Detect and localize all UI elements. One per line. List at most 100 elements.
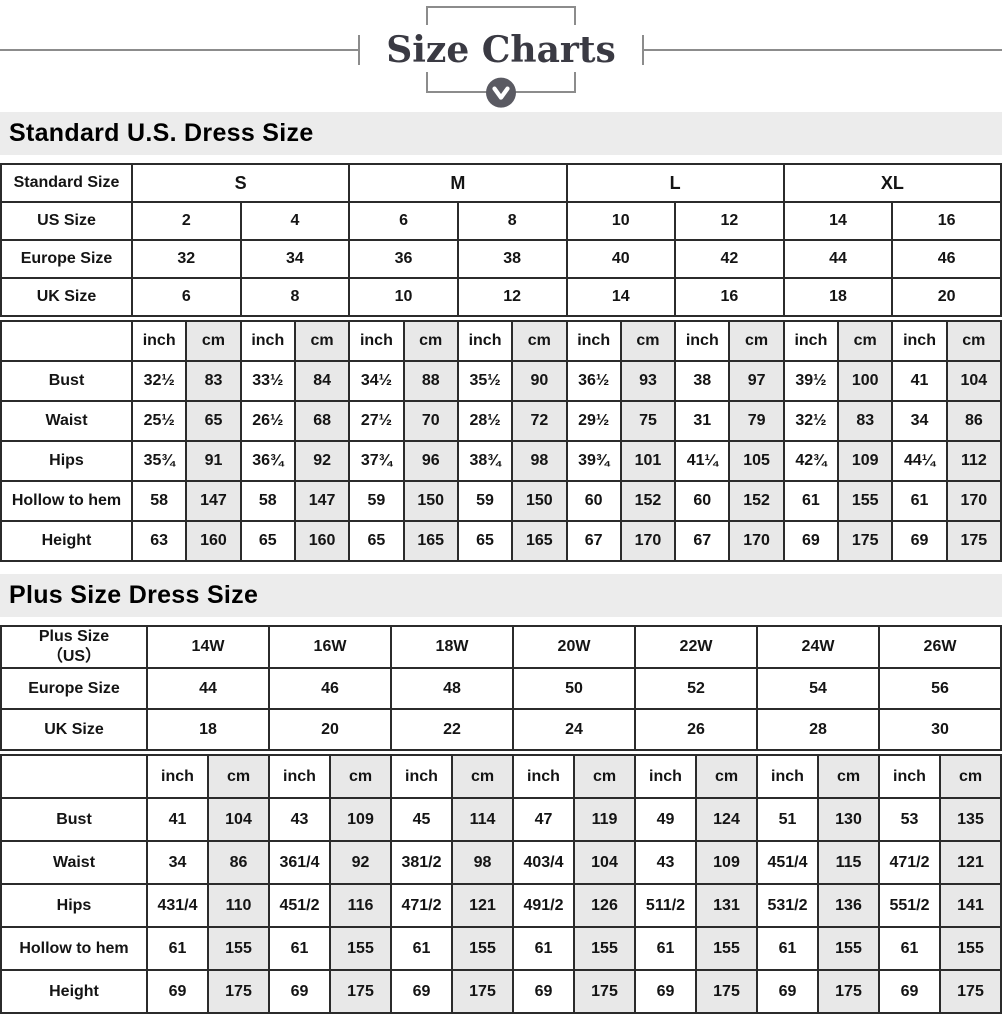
measure-value-cell: 61 — [756, 926, 819, 971]
measure-value-cell: 124 — [695, 797, 758, 842]
size-value-cell: 16 — [891, 201, 1002, 241]
measure-value-cell: 175 — [837, 520, 894, 562]
units-row: inch cm inch cm inch cm inch cm inch cm inch cm inch… — [0, 320, 1002, 362]
measure-value-cell: 155 — [207, 926, 270, 971]
measure-value-cell: 381/2 — [390, 840, 453, 885]
unit-inch-cell: inch — [130, 320, 188, 362]
bottom-bracket-decoration — [426, 72, 576, 108]
measure-value-cell: 155 — [695, 926, 758, 971]
standard-size-heading: Standard U.S. Dress Size — [0, 112, 1002, 155]
measure-value-cell: 471/2 — [390, 883, 453, 928]
size-group-cell: 18W — [390, 625, 514, 669]
left-rule-end-bar — [358, 35, 361, 65]
size-group-cell: 24W — [756, 625, 880, 669]
measure-value-cell: 451/4 — [756, 840, 819, 885]
measure-value-cell: 59 — [456, 480, 514, 522]
size-value-cell: 14 — [782, 201, 894, 241]
standard-size-section: Standard U.S. Dress Size Standard Size S M… — [0, 112, 1002, 562]
measure-value-cell: 32½ — [130, 360, 188, 402]
hollow-to-hem-row: Hollow to hem 61 155 61 155 61 155 61 155 61 155 61… — [0, 926, 1002, 971]
row-label: Bust — [0, 797, 148, 842]
size-value-cell: 46 — [268, 667, 392, 710]
unit-cm-cell: cm — [451, 754, 514, 799]
measure-value-cell: 170 — [728, 520, 785, 562]
measure-value-cell: 51 — [756, 797, 819, 842]
measure-value-cell: 471/2 — [878, 840, 941, 885]
measure-value-cell: 104 — [945, 360, 1002, 402]
size-group-cell: 22W — [634, 625, 758, 669]
size-value-cell: 14 — [565, 277, 677, 317]
unit-cm-cell: cm — [939, 754, 1002, 799]
row-label: Hollow to hem — [0, 926, 148, 971]
measure-value-cell: 155 — [329, 926, 392, 971]
measure-value-cell: 86 — [945, 400, 1002, 442]
bust-row: Bust 32½ 83 33½ 84 34½ 88 35½ 90 36½ 93 38 97 39½ 100 4… — [0, 360, 1002, 402]
measure-value-cell: 511/2 — [634, 883, 697, 928]
measure-value-cell: 96 — [402, 440, 459, 482]
measure-value-cell: 39½ — [782, 360, 840, 402]
size-value-cell: 8 — [239, 277, 351, 317]
size-value-cell: 38 — [456, 239, 568, 279]
measure-value-cell: 26½ — [239, 400, 296, 442]
size-value-cell: 20 — [891, 277, 1002, 317]
measure-value-cell: 61 — [782, 480, 840, 522]
unit-inch-cell: inch — [239, 320, 296, 362]
size-value-cell: 20 — [268, 708, 392, 751]
measure-value-cell: 69 — [390, 969, 453, 1014]
row-label: Bust — [0, 360, 133, 402]
standard-size-table-measurements: inch cm inch cm inch cm inch cm inch cm inch cm inch… — [0, 320, 1002, 562]
top-bracket-decoration — [426, 6, 576, 25]
size-charts-header: Size Charts — [0, 0, 1002, 112]
measure-value-cell: 531/2 — [756, 883, 819, 928]
measure-value-cell: 65 — [456, 520, 514, 562]
measure-value-cell: 175 — [695, 969, 758, 1014]
measure-value-cell: 69 — [878, 969, 941, 1014]
size-group-cell: 16W — [268, 625, 392, 669]
row-label: Waist — [0, 400, 133, 442]
measure-value-cell: 361/4 — [268, 840, 331, 885]
measure-value-cell: 75 — [619, 400, 677, 442]
bust-row: Bust 41 104 43 109 45 114 47 119 49 124 51 130 53 135 — [0, 797, 1002, 842]
measure-value-cell: 61 — [891, 480, 948, 522]
size-value-cell: 16 — [674, 277, 785, 317]
size-value-cell: 48 — [390, 667, 514, 710]
size-value-cell: 46 — [891, 239, 1002, 279]
row-label: Standard Size — [0, 163, 133, 203]
measure-value-cell: 152 — [619, 480, 677, 522]
row-label: US Size — [0, 201, 133, 241]
measure-value-cell: 109 — [695, 840, 758, 885]
measure-value-cell: 114 — [451, 797, 514, 842]
measure-value-cell: 61 — [634, 926, 697, 971]
measure-value-cell: 63 — [130, 520, 188, 562]
measure-value-cell: 97 — [728, 360, 785, 402]
unit-cm-cell: cm — [619, 320, 677, 362]
standard-size-row: Standard Size S M L XL — [0, 163, 1002, 203]
measure-value-cell: 42¾ — [782, 440, 840, 482]
measure-value-cell: 104 — [573, 840, 636, 885]
size-value-cell: 44 — [146, 667, 270, 710]
unit-inch-cell: inch — [891, 320, 948, 362]
size-value-cell: 10 — [348, 277, 459, 317]
chevron-down-icon — [486, 77, 516, 108]
measure-value-cell: 403/4 — [512, 840, 575, 885]
measure-value-cell: 165 — [511, 520, 568, 562]
unit-cm-cell: cm — [511, 320, 568, 362]
unit-inch-cell: inch — [390, 754, 453, 799]
measure-value-cell: 28½ — [456, 400, 514, 442]
size-value-cell: 36 — [348, 239, 459, 279]
measure-value-cell: 105 — [728, 440, 785, 482]
size-value-cell: 18 — [782, 277, 894, 317]
title-row: Size Charts — [0, 27, 1002, 73]
size-value-cell: 32 — [131, 239, 242, 279]
measure-value-cell: 98 — [451, 840, 514, 885]
measure-value-cell: 45 — [390, 797, 453, 842]
measure-value-cell: 491/2 — [512, 883, 575, 928]
measure-value-cell: 130 — [817, 797, 880, 842]
row-label: Height — [0, 969, 148, 1014]
measure-value-cell: 61 — [268, 926, 331, 971]
measure-value-cell: 39¾ — [565, 440, 622, 482]
size-value-cell: 52 — [634, 667, 758, 710]
measure-value-cell: 65 — [348, 520, 405, 562]
measure-value-cell: 69 — [268, 969, 331, 1014]
measure-value-cell: 34 — [146, 840, 209, 885]
